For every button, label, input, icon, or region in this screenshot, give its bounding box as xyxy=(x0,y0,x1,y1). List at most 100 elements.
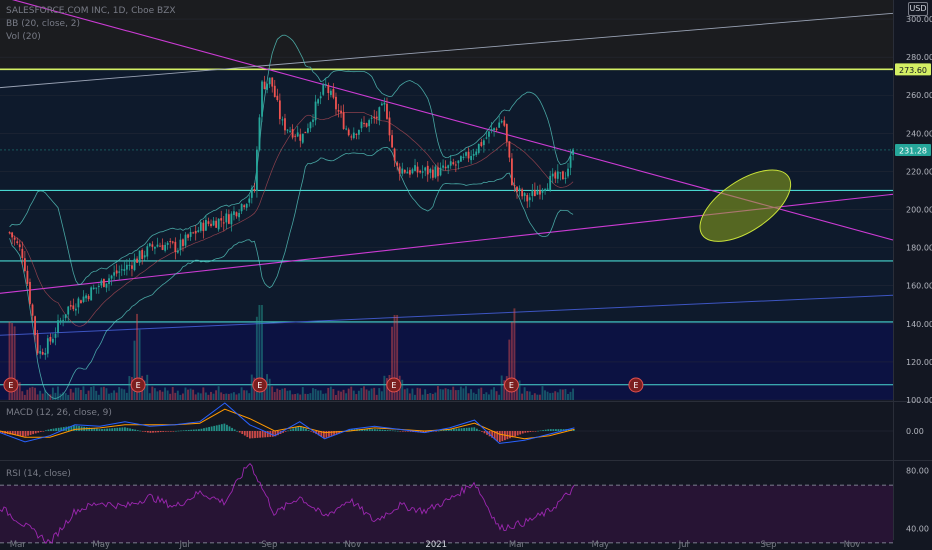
candle[interactable] xyxy=(207,217,210,227)
candle[interactable] xyxy=(324,77,327,88)
candle[interactable] xyxy=(551,168,554,184)
candle[interactable] xyxy=(447,164,450,175)
candle[interactable] xyxy=(307,123,309,134)
candle[interactable] xyxy=(74,303,77,316)
candle[interactable] xyxy=(518,185,521,197)
candle[interactable] xyxy=(480,138,483,148)
candle[interactable] xyxy=(531,183,534,202)
candle[interactable] xyxy=(169,238,172,249)
candle[interactable] xyxy=(49,333,52,345)
candle[interactable] xyxy=(388,111,391,142)
candle[interactable] xyxy=(317,98,320,106)
candle[interactable] xyxy=(368,118,371,133)
candle[interactable] xyxy=(363,116,365,128)
candle[interactable] xyxy=(421,165,424,179)
candle[interactable] xyxy=(189,227,192,241)
candle[interactable] xyxy=(350,134,353,141)
candle[interactable] xyxy=(225,209,228,230)
candle[interactable] xyxy=(95,287,98,294)
candle[interactable] xyxy=(258,114,261,152)
candle[interactable] xyxy=(490,121,493,134)
candle[interactable] xyxy=(253,183,256,193)
candle[interactable] xyxy=(500,119,503,124)
candle[interactable] xyxy=(549,170,552,192)
candle[interactable] xyxy=(69,300,72,311)
candle[interactable] xyxy=(205,215,207,232)
candle[interactable] xyxy=(327,82,330,101)
candle[interactable] xyxy=(396,160,399,171)
candle[interactable] xyxy=(245,203,248,211)
candle[interactable] xyxy=(151,241,154,251)
candle[interactable] xyxy=(567,163,569,179)
candle[interactable] xyxy=(454,160,457,173)
candle[interactable] xyxy=(426,160,429,182)
candle[interactable] xyxy=(233,206,235,221)
candle[interactable] xyxy=(414,158,416,172)
earnings-marker[interactable]: E xyxy=(3,377,19,393)
candle[interactable] xyxy=(26,265,29,286)
candle[interactable] xyxy=(29,278,31,306)
candle[interactable] xyxy=(143,250,146,261)
candle[interactable] xyxy=(546,183,549,190)
candle[interactable] xyxy=(72,298,75,312)
candle[interactable] xyxy=(41,348,44,356)
candle[interactable] xyxy=(419,169,422,174)
candle[interactable] xyxy=(462,153,465,161)
candle[interactable] xyxy=(431,165,434,181)
candle[interactable] xyxy=(533,182,536,197)
candle[interactable] xyxy=(243,204,246,210)
candle[interactable] xyxy=(442,159,444,171)
candle[interactable] xyxy=(355,133,358,140)
candle[interactable] xyxy=(424,166,427,177)
candle[interactable] xyxy=(256,146,258,198)
candle[interactable] xyxy=(187,233,189,241)
candle[interactable] xyxy=(80,299,82,304)
candle[interactable] xyxy=(503,116,506,128)
candle[interactable] xyxy=(475,148,478,157)
candle[interactable] xyxy=(156,237,159,248)
volume-legend[interactable]: Vol (20) xyxy=(6,32,41,42)
candle[interactable] xyxy=(227,209,230,225)
candle[interactable] xyxy=(439,162,442,177)
highlight-ellipse[interactable] xyxy=(688,156,802,256)
candle[interactable] xyxy=(115,263,118,277)
candle[interactable] xyxy=(90,286,93,301)
trendline-channel-upper[interactable] xyxy=(0,12,894,89)
candle[interactable] xyxy=(64,314,67,321)
candle[interactable] xyxy=(472,148,475,160)
candle[interactable] xyxy=(312,114,314,128)
candle[interactable] xyxy=(564,172,567,184)
candle[interactable] xyxy=(314,94,317,126)
candle[interactable] xyxy=(31,303,34,322)
candle[interactable] xyxy=(541,188,544,200)
candle[interactable] xyxy=(465,151,467,159)
candle[interactable] xyxy=(457,160,460,170)
candle[interactable] xyxy=(85,293,87,303)
candle[interactable] xyxy=(416,162,419,178)
candle[interactable] xyxy=(319,91,322,105)
candle[interactable] xyxy=(118,265,121,280)
candle[interactable] xyxy=(21,241,24,266)
candle[interactable] xyxy=(268,77,271,89)
earnings-marker[interactable]: E xyxy=(503,377,519,393)
candle[interactable] xyxy=(57,314,59,338)
candle[interactable] xyxy=(569,148,572,176)
candle[interactable] xyxy=(516,185,518,199)
candle[interactable] xyxy=(505,123,508,147)
candle[interactable] xyxy=(322,82,325,97)
candle[interactable] xyxy=(217,218,220,232)
candle[interactable] xyxy=(370,115,373,124)
candle[interactable] xyxy=(335,92,337,116)
candle[interactable] xyxy=(210,219,212,228)
candle[interactable] xyxy=(123,261,126,276)
candle[interactable] xyxy=(271,77,274,93)
candle[interactable] xyxy=(337,103,340,118)
candle[interactable] xyxy=(54,327,57,346)
candle[interactable] xyxy=(444,160,447,171)
candle[interactable] xyxy=(36,330,39,356)
candle[interactable] xyxy=(62,314,65,327)
candle[interactable] xyxy=(108,274,110,291)
candle[interactable] xyxy=(197,226,200,233)
candle[interactable] xyxy=(276,88,279,102)
candle[interactable] xyxy=(398,163,401,181)
